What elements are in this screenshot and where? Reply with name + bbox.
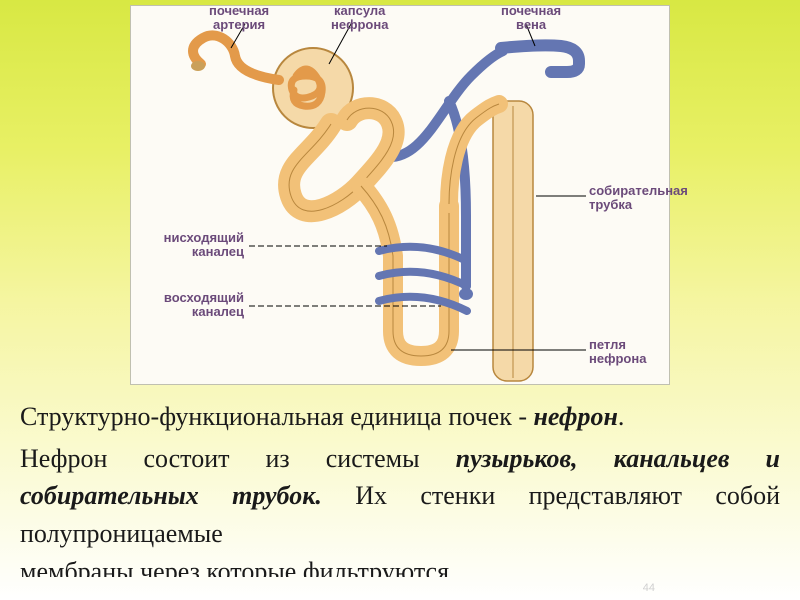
- text-l2-pre: Нефрон состоит из системы: [20, 444, 420, 473]
- label-collecting: собирательнаятрубка: [589, 184, 688, 213]
- text-l1-em: нефрон: [534, 402, 618, 431]
- collecting-tube: [493, 101, 533, 381]
- label-loop: петлянефрона: [589, 338, 646, 367]
- text-l1-pre: Структурно-функциональная единица почек …: [20, 402, 527, 431]
- period: .: [618, 402, 625, 431]
- body-text: Структурно-функциональная единица почек …: [20, 398, 780, 577]
- label-ascending: восходящийканалец: [144, 291, 244, 320]
- page-number: 44: [643, 582, 655, 594]
- label-renal-artery: почечнаяартерия: [209, 4, 269, 33]
- label-descending: нисходящийканалец: [144, 231, 244, 260]
- text-cutoff: мембраны через которые фильтруются: [20, 557, 449, 577]
- label-capsule: капсуланефрона: [331, 4, 388, 33]
- label-renal-vein: почечнаявена: [501, 4, 561, 33]
- renal-vein: [381, 45, 579, 300]
- nephron-diagram: почечнаяартерия капсуланефрона почечнаяв…: [130, 5, 670, 385]
